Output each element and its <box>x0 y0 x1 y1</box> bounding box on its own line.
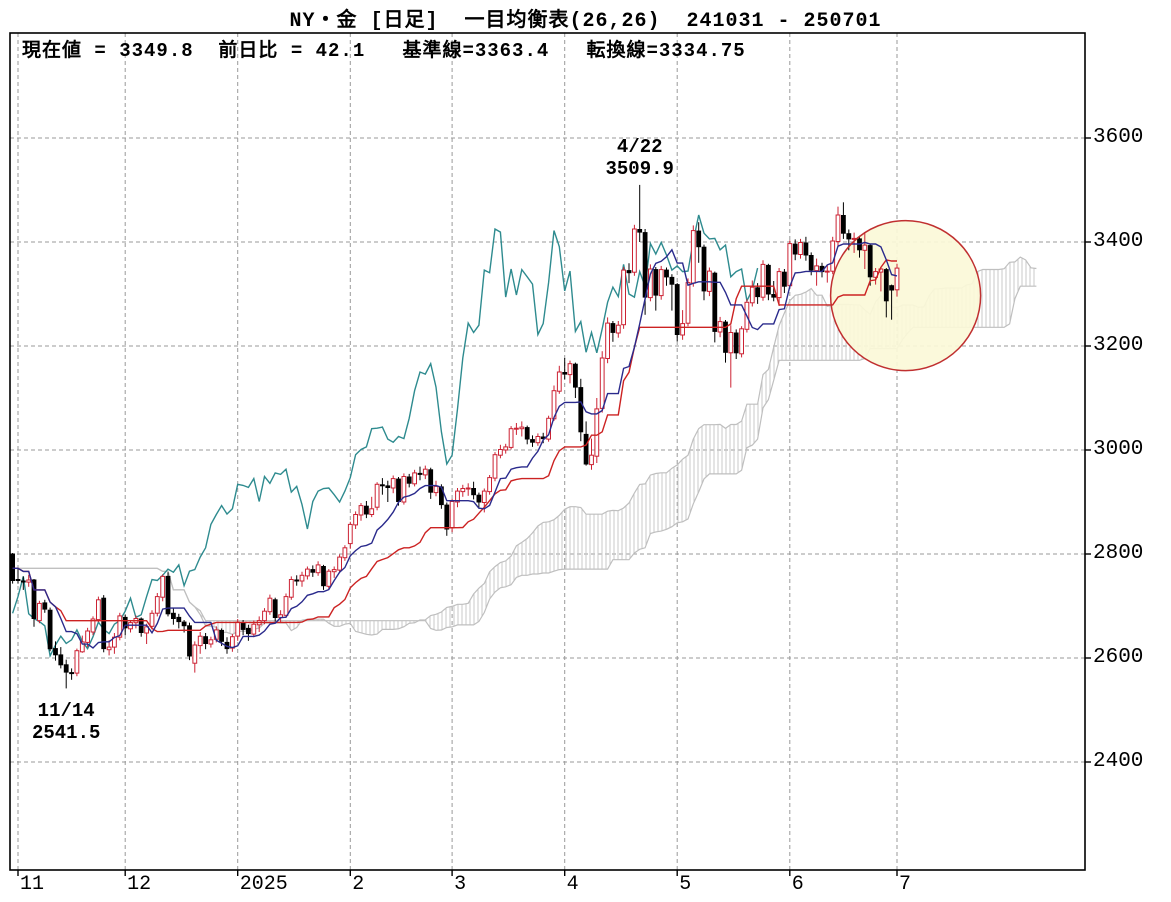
y-axis-label: 2600 <box>1093 646 1144 669</box>
plot-frame <box>9 32 1086 871</box>
x-axis-label: 11 <box>19 873 44 896</box>
annotation-low: 11/14 2541.5 <box>32 700 100 744</box>
candlesticks <box>10 184 900 689</box>
annotation-high-date: 4/22 <box>616 135 663 158</box>
x-axis-label: 12 <box>127 873 152 896</box>
y-axis-label: 3200 <box>1093 334 1144 357</box>
y-axis-label: 3000 <box>1093 438 1144 461</box>
y-axis-label: 3600 <box>1093 126 1144 149</box>
x-axis-label: 2025 <box>239 873 288 896</box>
x-axis-label: 7 <box>899 873 912 896</box>
x-axis-label: 5 <box>679 873 692 896</box>
tenkan-line <box>12 241 898 649</box>
annotation-low-value: 2541.5 <box>31 722 101 745</box>
y-axis-label: 2800 <box>1093 542 1144 565</box>
current-values-bar: 現在値 = 3349.8 前日比 = 42.1 基準線=3363.4 転換線=3… <box>22 40 746 62</box>
highlight-circle <box>829 219 982 372</box>
y-axis-label: 2400 <box>1093 750 1144 773</box>
y-axis-label: 3400 <box>1093 230 1144 253</box>
gridlines <box>10 33 1085 870</box>
chart-title: NY・金 [日足] 一目均衡表(26,26) 241031 - 250701 <box>289 10 882 33</box>
tick-marks <box>17 137 1091 876</box>
x-axis-label: 3 <box>454 873 467 896</box>
x-axis-label: 6 <box>791 873 804 896</box>
kijun-line <box>12 259 897 633</box>
annotation-high-value: 3509.9 <box>605 157 674 180</box>
x-axis-label: 2 <box>352 873 365 896</box>
annotation-high: 4/22 3509.9 <box>606 136 674 180</box>
x-axis-label: 4 <box>566 873 579 896</box>
lagging-span-line <box>11 214 759 659</box>
annotation-low-date: 11/14 <box>37 700 95 723</box>
